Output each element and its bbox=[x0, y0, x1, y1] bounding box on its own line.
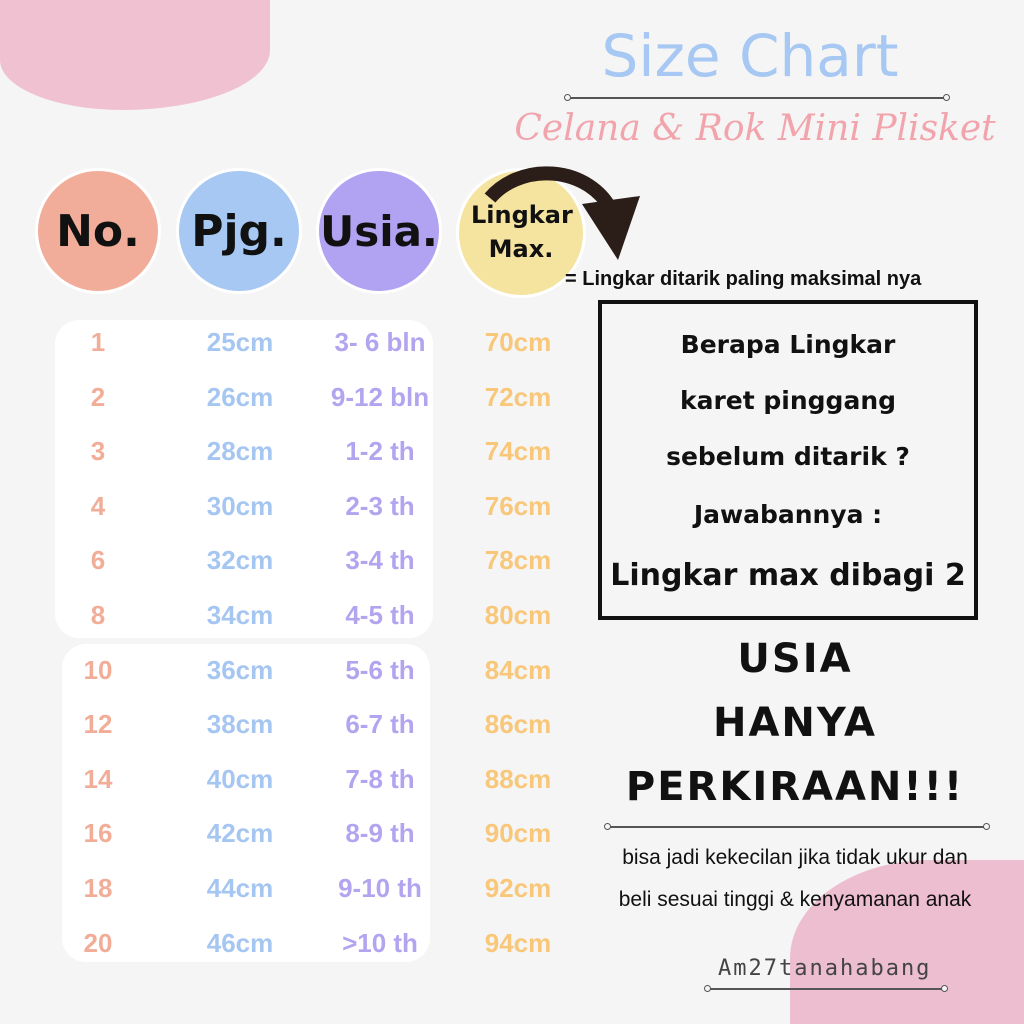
cell-usia: 6-7 th bbox=[345, 709, 415, 740]
table-panel bbox=[62, 644, 430, 962]
cell-no: 14 bbox=[83, 763, 113, 794]
cell-no: 3 bbox=[90, 436, 106, 467]
cell-pjg: 44cm bbox=[206, 873, 274, 903]
cell-pjg: 25cm bbox=[206, 327, 274, 357]
watercolor-decoration bbox=[0, 0, 270, 110]
cell-no: 12 bbox=[83, 709, 113, 740]
cell-usia: 5-6 th bbox=[345, 654, 415, 685]
brand-name: Am27tanahabang bbox=[718, 956, 932, 981]
page-subtitle: Celana & Rok Mini Plisket bbox=[514, 108, 996, 149]
cell-pjg: 42cm bbox=[206, 818, 274, 849]
cell-no: 16 bbox=[83, 818, 113, 849]
cell-lingkar: 90cm bbox=[484, 818, 552, 849]
answer-text: Lingkar max dibagi 2 bbox=[610, 558, 966, 593]
cell-lingkar: 74cm bbox=[484, 436, 552, 467]
question-line: Berapa Lingkar bbox=[680, 330, 896, 359]
column-label: Usia. bbox=[320, 206, 438, 256]
cell-lingkar: 88cm bbox=[484, 763, 552, 794]
cell-usia: 3-4 th bbox=[345, 545, 415, 576]
question-line: sebelum ditarik ? bbox=[666, 442, 910, 471]
cell-usia: 9-10 th bbox=[338, 873, 422, 903]
cell-pjg: 28cm bbox=[206, 436, 274, 467]
cell-pjg: 46cm bbox=[206, 927, 274, 958]
table-panel bbox=[55, 320, 433, 638]
cell-usia: 7-8 th bbox=[345, 763, 415, 794]
column-header-no: No. bbox=[35, 168, 161, 294]
cell-no: 2 bbox=[90, 381, 106, 412]
divider bbox=[604, 823, 990, 830]
cell-lingkar: 72cm bbox=[484, 381, 552, 412]
column-label: No. bbox=[56, 205, 140, 257]
cell-no: 6 bbox=[90, 545, 106, 576]
legend-text: = Lingkar ditarik paling maksimal nya bbox=[565, 268, 922, 290]
cell-no: 10 bbox=[83, 654, 113, 685]
cell-usia: 8-9 th bbox=[345, 818, 415, 849]
question-line: Jawabannya : bbox=[693, 500, 883, 529]
cell-pjg: 36cm bbox=[206, 654, 274, 685]
cell-lingkar: 92cm bbox=[484, 873, 552, 903]
cell-lingkar: 76cm bbox=[484, 490, 552, 521]
cell-pjg: 32cm bbox=[206, 545, 274, 576]
cell-lingkar: 94cm bbox=[484, 927, 552, 958]
warning-line: HANYA bbox=[712, 700, 877, 746]
cell-usia: >10 th bbox=[342, 927, 418, 958]
cell-lingkar: 70cm bbox=[484, 327, 552, 357]
cell-no: 20 bbox=[83, 927, 113, 958]
warning-line: USIA bbox=[737, 636, 853, 682]
column-header-lingkar: Lingkar Max. bbox=[456, 168, 586, 298]
cell-lingkar: 80cm bbox=[484, 600, 552, 630]
divider bbox=[564, 94, 950, 101]
column-label: Lingkar Max. bbox=[471, 201, 573, 263]
cell-no: 18 bbox=[83, 873, 113, 903]
column-header-pjg: Pjg. bbox=[176, 168, 302, 294]
curved-arrow-icon bbox=[484, 166, 640, 260]
note-line: beli sesuai tinggi & kenyamanan anak bbox=[618, 888, 972, 911]
watercolor-decoration bbox=[790, 860, 1024, 1024]
cell-usia: 2-3 th bbox=[345, 490, 415, 521]
cell-lingkar: 84cm bbox=[484, 654, 552, 685]
cell-usia: 4-5 th bbox=[345, 600, 415, 630]
question-box bbox=[598, 300, 978, 620]
cell-usia: 3- 6 bln bbox=[334, 327, 426, 357]
cell-usia: 9-12 bln bbox=[330, 381, 430, 412]
cell-pjg: 34cm bbox=[206, 600, 274, 630]
cell-no: 4 bbox=[90, 490, 106, 521]
warning-line: PERKIRAAN!!! bbox=[625, 764, 965, 810]
note-line: bisa jadi kekecilan jika tidak ukur dan bbox=[622, 846, 968, 869]
cell-no: 1 bbox=[90, 327, 106, 357]
cell-pjg: 26cm bbox=[206, 381, 274, 412]
cell-pjg: 30cm bbox=[206, 490, 274, 521]
cell-pjg: 38cm bbox=[206, 709, 274, 740]
question-line: karet pinggang bbox=[679, 386, 897, 415]
column-header-usia: Usia. bbox=[316, 168, 442, 294]
cell-pjg: 40cm bbox=[206, 763, 274, 794]
divider bbox=[704, 985, 948, 991]
page-title: Size Chart bbox=[601, 22, 899, 90]
cell-no: 8 bbox=[90, 600, 106, 630]
cell-usia: 1-2 th bbox=[345, 436, 415, 467]
cell-lingkar: 86cm bbox=[484, 709, 552, 740]
cell-lingkar: 78cm bbox=[484, 545, 552, 576]
column-label: Pjg. bbox=[191, 205, 287, 257]
